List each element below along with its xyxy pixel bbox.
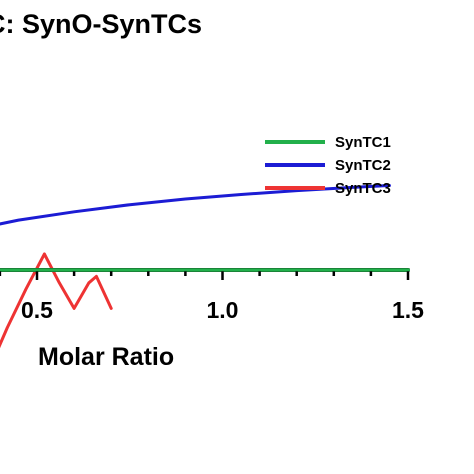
x-axis-label: Molar Ratio — [38, 343, 174, 371]
series-line-syntc3 — [0, 252, 113, 349]
legend-label-syntc3: SynTC3 — [335, 180, 391, 197]
chart-title: C: SynO-SynTCs — [0, 9, 202, 39]
x-tick-label: 1.5 — [392, 297, 424, 323]
series-line-syntc2 — [0, 184, 391, 226]
x-tick-label: 0.5 — [21, 297, 53, 323]
x-tick-label: 1.0 — [207, 297, 239, 323]
axis-layer: 0.5 1.0 1.5 — [0, 268, 424, 323]
legend-label-syntc2: SynTC2 — [335, 157, 391, 174]
legend: SynTC1 SynTC2 SynTC3 — [265, 134, 391, 197]
legend-label-syntc1: SynTC1 — [335, 134, 391, 151]
series-layer — [0, 184, 410, 349]
